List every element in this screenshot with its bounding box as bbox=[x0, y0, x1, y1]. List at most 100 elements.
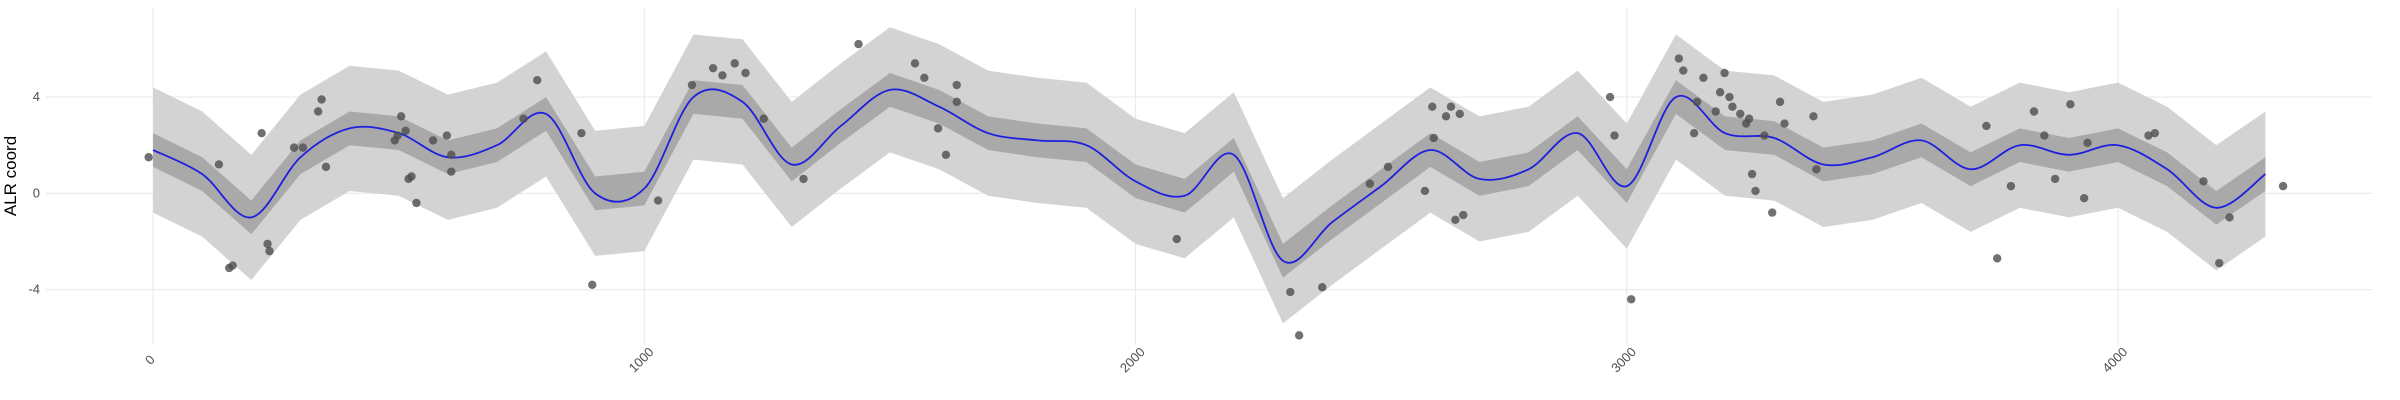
point bbox=[214, 160, 224, 169]
point bbox=[2040, 131, 2049, 140]
point bbox=[1720, 68, 1729, 78]
point bbox=[393, 131, 402, 140]
point bbox=[1294, 331, 1304, 340]
point bbox=[933, 124, 943, 133]
point bbox=[1699, 73, 1708, 83]
point bbox=[941, 150, 951, 160]
point bbox=[1441, 112, 1451, 121]
point bbox=[1446, 102, 1456, 111]
point bbox=[1429, 133, 1438, 143]
point bbox=[298, 143, 308, 152]
point bbox=[1780, 119, 1789, 128]
point bbox=[730, 59, 739, 68]
ribbon bbox=[153, 72, 2266, 278]
point bbox=[228, 261, 237, 270]
point bbox=[1715, 88, 1725, 97]
point bbox=[952, 97, 961, 107]
point bbox=[533, 76, 542, 85]
point bbox=[313, 107, 323, 116]
point bbox=[257, 128, 266, 138]
point bbox=[1689, 128, 1699, 138]
point bbox=[144, 153, 153, 162]
point bbox=[2083, 138, 2092, 147]
point bbox=[2006, 181, 2016, 191]
point bbox=[1982, 121, 1991, 131]
point bbox=[2225, 213, 2234, 222]
point bbox=[910, 59, 920, 68]
point bbox=[1451, 215, 1460, 225]
point bbox=[1728, 102, 1737, 111]
point bbox=[1428, 102, 1437, 111]
point bbox=[2144, 131, 2153, 140]
point bbox=[1736, 109, 1745, 119]
point bbox=[396, 112, 406, 121]
point bbox=[1744, 114, 1754, 123]
point bbox=[854, 39, 863, 49]
point bbox=[1627, 295, 1636, 304]
point bbox=[1768, 208, 1777, 217]
point bbox=[407, 172, 416, 181]
point bbox=[442, 131, 452, 140]
point bbox=[2050, 174, 2060, 184]
point bbox=[1605, 92, 1615, 102]
point bbox=[741, 68, 750, 78]
point bbox=[1760, 131, 1769, 140]
point bbox=[1725, 92, 1734, 102]
point bbox=[519, 114, 528, 123]
point bbox=[1455, 109, 1464, 119]
point bbox=[2079, 193, 2089, 203]
y-tick-label: -4 bbox=[28, 282, 40, 297]
point bbox=[759, 114, 768, 123]
point bbox=[1365, 179, 1375, 188]
point bbox=[401, 126, 410, 135]
point bbox=[653, 196, 663, 205]
point bbox=[1679, 66, 1688, 75]
point bbox=[1420, 186, 1430, 196]
point bbox=[321, 162, 331, 172]
point bbox=[447, 150, 456, 160]
point bbox=[799, 174, 808, 184]
point bbox=[1747, 169, 1757, 179]
point bbox=[687, 80, 697, 90]
point bbox=[2199, 177, 2208, 186]
point bbox=[1674, 54, 1684, 63]
x-tick-label: 1000 bbox=[626, 344, 657, 375]
point bbox=[1812, 165, 1821, 174]
point bbox=[412, 198, 421, 208]
x-tick-label: 3000 bbox=[1608, 344, 1639, 375]
point bbox=[263, 239, 272, 249]
point bbox=[920, 73, 929, 83]
point bbox=[708, 63, 718, 73]
x-tick-label: 0 bbox=[142, 352, 158, 368]
point bbox=[1992, 254, 2002, 263]
y-tick-label: 4 bbox=[33, 89, 40, 104]
point bbox=[265, 246, 274, 256]
line bbox=[152, 88, 2266, 264]
y-tick-label: 0 bbox=[33, 185, 40, 200]
point bbox=[1286, 287, 1295, 297]
point bbox=[2215, 258, 2224, 268]
point bbox=[1172, 234, 1182, 244]
point bbox=[588, 280, 597, 290]
point bbox=[1610, 131, 1619, 140]
point bbox=[1318, 283, 1327, 292]
point bbox=[289, 143, 299, 152]
point bbox=[718, 71, 727, 80]
point bbox=[1383, 162, 1393, 172]
point bbox=[1459, 210, 1468, 220]
point bbox=[1775, 97, 1785, 107]
point bbox=[2066, 100, 2075, 109]
point bbox=[577, 128, 586, 138]
point bbox=[2278, 181, 2288, 191]
point bbox=[952, 80, 961, 90]
point bbox=[2150, 128, 2160, 138]
point bbox=[2029, 107, 2039, 116]
x-tick-label: 4000 bbox=[2099, 344, 2130, 375]
point bbox=[1751, 186, 1760, 196]
point bbox=[428, 136, 438, 145]
x-tick-label: 2000 bbox=[1117, 344, 1148, 375]
y-axis-label: ALR coord bbox=[1, 136, 20, 216]
point bbox=[317, 95, 326, 104]
point bbox=[1692, 97, 1702, 107]
